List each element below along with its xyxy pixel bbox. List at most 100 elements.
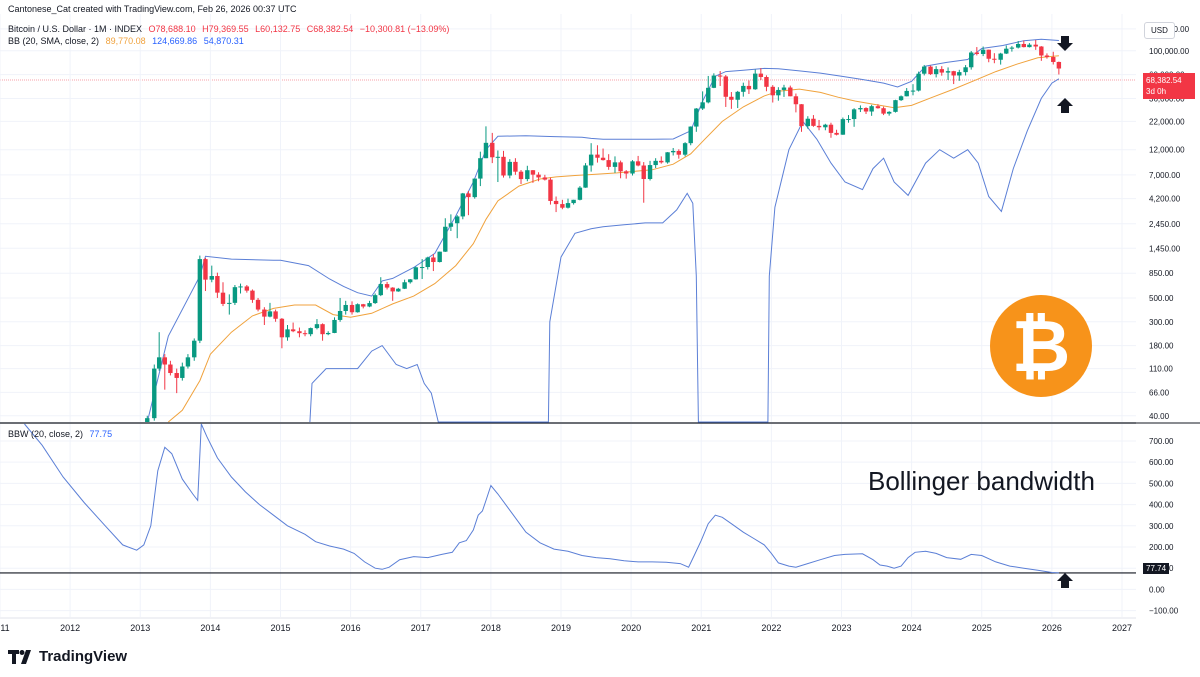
candle[interactable] (308, 327, 313, 337)
candle[interactable] (823, 123, 828, 131)
candle[interactable] (741, 82, 746, 97)
candle[interactable] (606, 154, 611, 170)
candle[interactable] (244, 284, 250, 293)
ohlc-legend[interactable]: Bitcoin / U.S. Dollar · 1M · INDEX O78,6… (8, 24, 453, 34)
candle[interactable] (565, 198, 571, 209)
time-axis[interactable]: 2011 2012 2013 2014 2015 2016 2017 2018 2019 2020… (0, 623, 1132, 633)
candle[interactable] (600, 148, 606, 161)
candle[interactable] (1027, 43, 1032, 48)
candle[interactable] (828, 122, 834, 138)
candle[interactable] (472, 178, 477, 199)
candle[interactable] (670, 147, 676, 156)
candle[interactable] (957, 69, 962, 81)
candle[interactable] (776, 87, 781, 101)
candle[interactable] (676, 149, 681, 159)
candle[interactable] (490, 132, 495, 164)
candle[interactable] (922, 64, 927, 76)
candle[interactable] (998, 52, 1003, 65)
candle[interactable] (466, 191, 471, 216)
candle[interactable] (560, 199, 565, 210)
candle[interactable] (220, 282, 226, 307)
candle[interactable] (478, 151, 483, 187)
candle[interactable] (448, 214, 454, 231)
bbw-axis[interactable]: −100.000.00100.00200.00300.00400.00500.0… (1149, 437, 1179, 616)
candle[interactable] (974, 47, 980, 56)
candle[interactable] (279, 318, 285, 349)
candle[interactable] (980, 46, 986, 57)
candle[interactable] (238, 283, 243, 294)
tradingview-brand[interactable]: TradingView (8, 648, 127, 665)
candle[interactable] (700, 91, 705, 110)
candle[interactable] (507, 159, 512, 179)
candle[interactable] (302, 330, 308, 337)
candle[interactable] (799, 104, 804, 132)
candle[interactable] (688, 126, 693, 146)
candle[interactable] (525, 165, 530, 182)
candle[interactable] (203, 257, 208, 292)
currency-selector[interactable]: USD (1144, 22, 1175, 39)
candle[interactable] (723, 75, 728, 107)
candle[interactable] (542, 174, 548, 181)
candle[interactable] (553, 196, 559, 213)
candle[interactable] (168, 360, 173, 376)
candle[interactable] (1021, 40, 1027, 48)
candle[interactable] (337, 297, 343, 322)
candle[interactable] (706, 75, 711, 104)
candle[interactable] (367, 300, 372, 308)
candle[interactable] (548, 177, 553, 205)
candle[interactable] (1039, 46, 1044, 61)
candle[interactable] (197, 255, 203, 344)
candle[interactable] (863, 107, 869, 114)
bb-legend[interactable]: BB (20, SMA, close, 2) 89,770.08 124,669… (8, 36, 248, 46)
candle[interactable] (869, 104, 874, 116)
candle[interactable] (682, 142, 688, 157)
candle[interactable] (455, 215, 460, 239)
candle[interactable] (530, 170, 536, 183)
candle[interactable] (372, 293, 378, 304)
candle[interactable] (402, 279, 407, 290)
candle[interactable] (232, 284, 238, 305)
candle[interactable] (297, 327, 302, 338)
candle[interactable] (1033, 39, 1038, 50)
candle[interactable] (735, 90, 740, 109)
candle[interactable] (267, 302, 273, 318)
candle[interactable] (577, 186, 583, 201)
candle[interactable] (992, 53, 997, 64)
candle[interactable] (483, 126, 489, 159)
candle[interactable] (209, 265, 214, 283)
candle[interactable] (881, 106, 886, 116)
candle[interactable] (635, 155, 641, 167)
candle[interactable] (816, 119, 822, 131)
candle[interactable] (431, 254, 436, 272)
candle[interactable] (595, 145, 600, 163)
candle[interactable] (396, 287, 401, 292)
candle[interactable] (384, 281, 390, 290)
candle[interactable] (378, 277, 383, 297)
bbw-label[interactable]: BBW (20, close, 2) (8, 429, 84, 439)
candle[interactable] (659, 156, 664, 164)
candle[interactable] (1056, 61, 1062, 75)
candle[interactable] (325, 331, 331, 336)
candle[interactable] (192, 338, 197, 361)
candle[interactable] (788, 85, 793, 97)
candle[interactable] (770, 85, 775, 103)
candle[interactable] (250, 289, 255, 303)
candle[interactable] (805, 116, 811, 129)
candle[interactable] (332, 317, 337, 334)
candle[interactable] (928, 65, 933, 75)
candle[interactable] (793, 93, 799, 113)
candle[interactable] (460, 192, 466, 220)
candle[interactable] (1044, 53, 1050, 59)
candle[interactable] (1009, 46, 1015, 52)
candle[interactable] (588, 143, 594, 172)
candle[interactable] (408, 279, 413, 284)
candlestick-series[interactable] (145, 39, 1062, 422)
candle[interactable] (285, 324, 290, 341)
candle[interactable] (641, 162, 646, 203)
candle[interactable] (1004, 45, 1009, 55)
candle[interactable] (443, 218, 448, 252)
candle[interactable] (986, 49, 991, 63)
candle[interactable] (945, 67, 951, 80)
candle[interactable] (910, 84, 916, 96)
candle[interactable] (933, 66, 939, 78)
